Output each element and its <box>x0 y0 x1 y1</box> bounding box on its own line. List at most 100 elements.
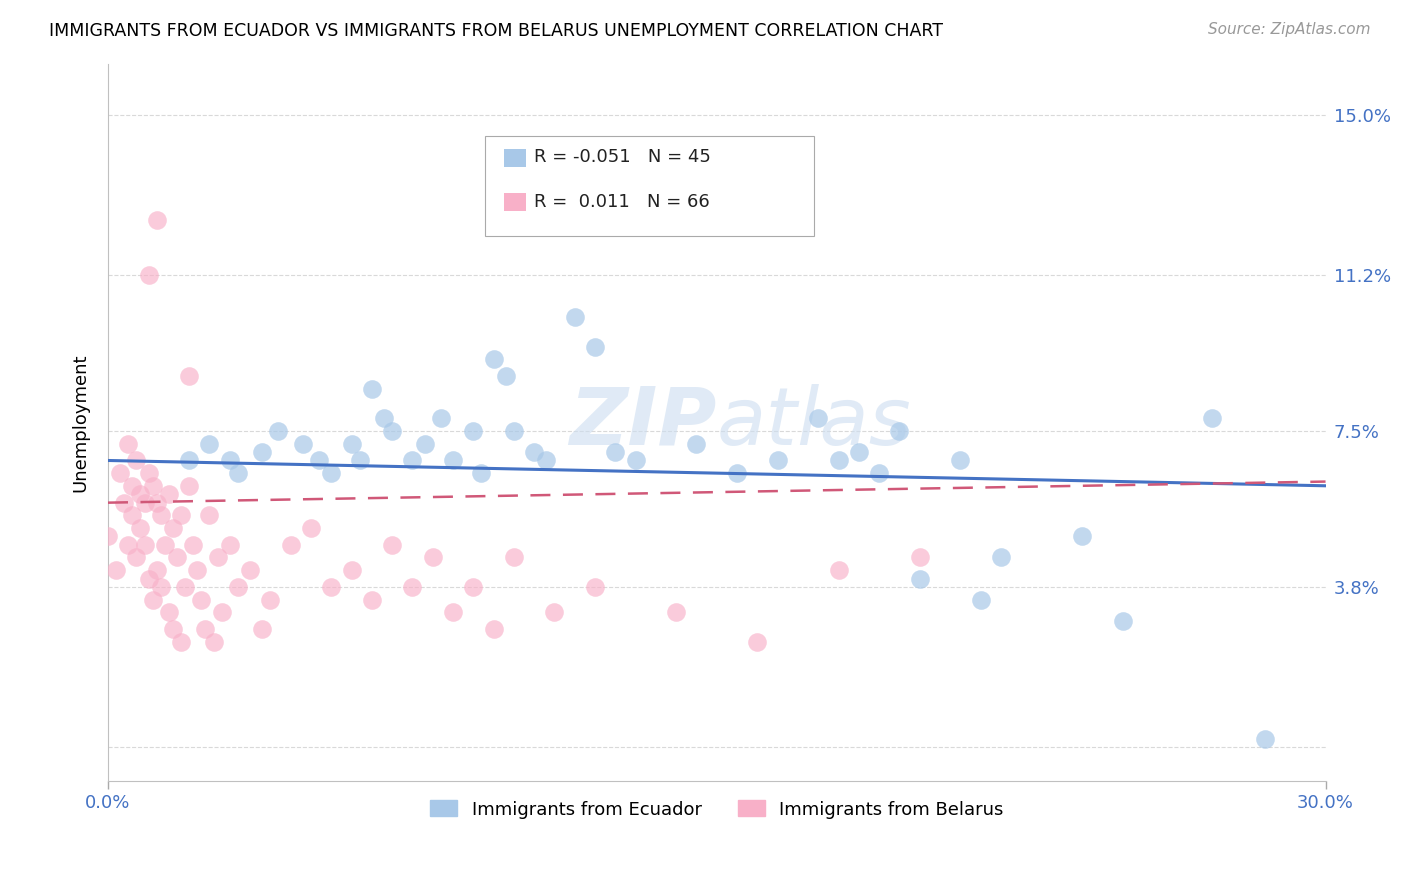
Point <box>502 550 524 565</box>
Point <box>250 445 273 459</box>
Point <box>665 605 688 619</box>
Point <box>321 466 343 480</box>
Point <box>381 424 404 438</box>
Point <box>583 340 606 354</box>
FancyBboxPatch shape <box>503 149 526 167</box>
Point <box>138 572 160 586</box>
Point <box>259 592 281 607</box>
Point <box>194 622 217 636</box>
Point <box>179 453 201 467</box>
Point <box>181 538 204 552</box>
Point <box>218 538 240 552</box>
Point <box>179 479 201 493</box>
Point <box>117 436 139 450</box>
Point <box>112 496 135 510</box>
Point <box>725 466 748 480</box>
Point <box>889 424 911 438</box>
Point <box>502 424 524 438</box>
Point <box>267 424 290 438</box>
Point <box>162 521 184 535</box>
Point <box>97 529 120 543</box>
Point <box>908 572 931 586</box>
Point <box>441 605 464 619</box>
Point <box>157 605 180 619</box>
Text: IMMIGRANTS FROM ECUADOR VS IMMIGRANTS FROM BELARUS UNEMPLOYMENT CORRELATION CHAR: IMMIGRANTS FROM ECUADOR VS IMMIGRANTS FR… <box>49 22 943 40</box>
Point <box>624 453 647 467</box>
Point <box>969 592 991 607</box>
Point <box>827 563 849 577</box>
Point <box>1253 731 1275 746</box>
Point <box>129 487 152 501</box>
Point <box>207 550 229 565</box>
Point <box>868 466 890 480</box>
Point <box>360 592 382 607</box>
Point <box>239 563 262 577</box>
Point <box>360 382 382 396</box>
Point <box>226 466 249 480</box>
Point <box>145 563 167 577</box>
Point <box>536 453 558 467</box>
Point <box>413 436 436 450</box>
Point <box>1201 411 1223 425</box>
Point <box>121 479 143 493</box>
Point <box>105 563 128 577</box>
FancyBboxPatch shape <box>485 136 814 236</box>
Point <box>145 213 167 227</box>
Point <box>766 453 789 467</box>
Point <box>134 538 156 552</box>
Point <box>174 580 197 594</box>
Point <box>211 605 233 619</box>
Point <box>125 550 148 565</box>
Point <box>482 622 505 636</box>
Text: atlas: atlas <box>717 384 911 461</box>
Point <box>198 508 221 523</box>
Point <box>340 563 363 577</box>
Point <box>747 635 769 649</box>
Point <box>226 580 249 594</box>
Point <box>142 592 165 607</box>
Point <box>280 538 302 552</box>
Point <box>441 453 464 467</box>
Point <box>170 508 193 523</box>
Point <box>202 635 225 649</box>
Point <box>990 550 1012 565</box>
Point <box>470 466 492 480</box>
Point <box>827 453 849 467</box>
Point <box>218 453 240 467</box>
Point <box>583 580 606 594</box>
Point <box>149 508 172 523</box>
Text: R =  0.011   N = 66: R = 0.011 N = 66 <box>534 193 710 211</box>
Point <box>430 411 453 425</box>
Text: R = -0.051   N = 45: R = -0.051 N = 45 <box>534 148 711 166</box>
Point <box>605 445 627 459</box>
Point <box>108 466 131 480</box>
Point <box>1111 614 1133 628</box>
Point <box>349 453 371 467</box>
FancyBboxPatch shape <box>503 193 526 211</box>
Point <box>807 411 830 425</box>
Point <box>117 538 139 552</box>
Point <box>949 453 972 467</box>
Text: Source: ZipAtlas.com: Source: ZipAtlas.com <box>1208 22 1371 37</box>
Point <box>422 550 444 565</box>
Point <box>308 453 330 467</box>
Point <box>186 563 208 577</box>
Point <box>463 424 485 438</box>
Point <box>157 487 180 501</box>
Point <box>495 369 517 384</box>
Point <box>340 436 363 450</box>
Point <box>121 508 143 523</box>
Point <box>145 496 167 510</box>
Point <box>129 521 152 535</box>
Point <box>381 538 404 552</box>
Point <box>685 436 707 450</box>
Point <box>401 580 423 594</box>
Point <box>1071 529 1094 543</box>
Point <box>125 453 148 467</box>
Point <box>162 622 184 636</box>
Point <box>166 550 188 565</box>
Point <box>134 496 156 510</box>
Point <box>299 521 322 535</box>
Point <box>463 580 485 594</box>
Point <box>138 466 160 480</box>
